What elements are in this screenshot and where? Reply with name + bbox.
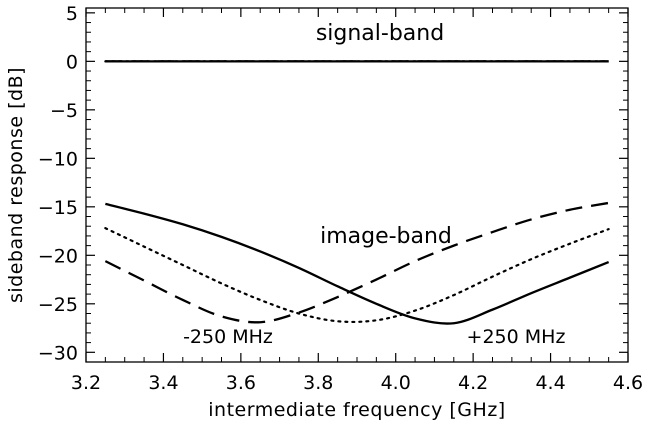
series [104, 60, 610, 325]
minus-250-label: -250 MHz [183, 326, 273, 348]
x-tick-label: 3.6 [226, 372, 256, 394]
plus-250-label: +250 MHz [467, 326, 566, 348]
y-tick-label: 5 [66, 3, 78, 25]
y-axis-label: sideband response [dB] [5, 67, 27, 303]
image-band-dashed-line [104, 201, 609, 324]
x-tick-label: 3.4 [148, 372, 178, 394]
x-tick-label: 4.6 [613, 372, 643, 394]
y-tick-label: −20 [38, 245, 78, 267]
y-tick-label: −30 [38, 342, 78, 364]
x-tick-label: 4.0 [381, 372, 411, 394]
x-tick-label: 3.8 [303, 372, 333, 394]
y-tick-label: −15 [38, 197, 78, 219]
x-tick-label: 4.2 [458, 372, 488, 394]
y-tick-label: 0 [66, 51, 78, 73]
image-band-solid-line [105, 202, 610, 325]
y-tick-label: −25 [38, 294, 78, 316]
x-tick-label: 3.2 [71, 372, 101, 394]
y-tick-label: −10 [38, 148, 78, 170]
signal-band-label: signal-band [316, 21, 444, 46]
x-axis-label: intermediate frequency [GHz] [208, 399, 505, 421]
tick-labels: 3.2 3.4 3.6 3.8 4.0 4.2 4.4 4.6 5 0 −5 −10 −15 −20 −25… [38, 3, 643, 394]
x-tick-label: 4.4 [535, 372, 565, 394]
image-band-label: image-band [320, 224, 452, 249]
y-tick-label: −5 [50, 100, 78, 122]
ticks [85, 8, 629, 362]
